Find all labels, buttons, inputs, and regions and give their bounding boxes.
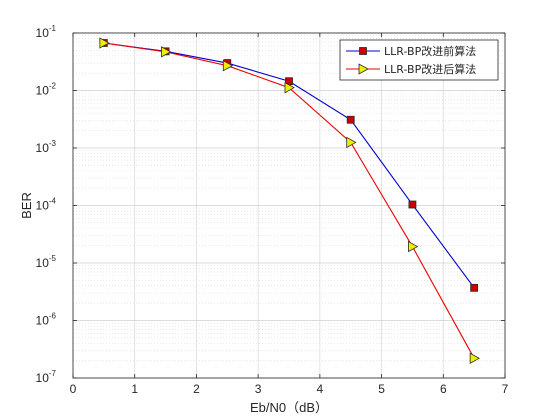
x-tick-label: 6 <box>440 382 447 396</box>
series-2-point <box>469 352 480 364</box>
legend: LLR-BP改进前算法 LLR-BP改进后算法 <box>339 39 499 81</box>
legend-label-2: LLR-BP改进后算法 <box>384 62 476 76</box>
y-tick-label: 10-5 <box>36 254 57 270</box>
y-tick-label: 10-6 <box>36 312 57 328</box>
x-tick-label: 1 <box>131 382 138 396</box>
series-2-point <box>161 46 172 58</box>
series-2-point <box>408 240 419 253</box>
y-tick-label: 10-3 <box>36 139 57 155</box>
series-1-point <box>346 115 355 124</box>
series-2-point <box>284 81 295 94</box>
x-tick-label: 0 <box>70 382 77 396</box>
x-axis-label: Eb/N0（dB） <box>250 400 328 415</box>
y-tick-label: 10-1 <box>36 24 57 40</box>
legend-marker-2 <box>358 63 369 75</box>
legend-marker-1 <box>359 47 367 55</box>
series-1-point <box>470 283 479 292</box>
series-2 <box>99 37 480 364</box>
y-tick-label: 10-4 <box>36 197 57 213</box>
x-tick-label: 2 <box>193 382 200 396</box>
axis-ticks: 0 1 2 3 4 5 6 7 10-1 10-2 10-3 10-4 10-5 10-6 10-7 <box>36 24 509 396</box>
series-2-point <box>222 60 234 72</box>
series-1-point <box>408 200 417 209</box>
y-axis-label: BER <box>19 192 34 219</box>
y-tick-label: 10-2 <box>36 82 57 98</box>
y-tick-label: 10-7 <box>36 369 57 385</box>
grid-lines <box>72 32 506 379</box>
legend-label-1: LLR-BP改进前算法 <box>384 44 476 58</box>
data-series <box>99 37 480 364</box>
series-2-point <box>346 136 357 149</box>
x-tick-label: 4 <box>317 382 324 396</box>
x-tick-label: 7 <box>502 382 509 396</box>
x-tick-label: 5 <box>378 382 385 396</box>
x-tick-label: 3 <box>255 382 262 396</box>
series-2-point <box>99 37 110 49</box>
legend-box <box>339 39 499 81</box>
